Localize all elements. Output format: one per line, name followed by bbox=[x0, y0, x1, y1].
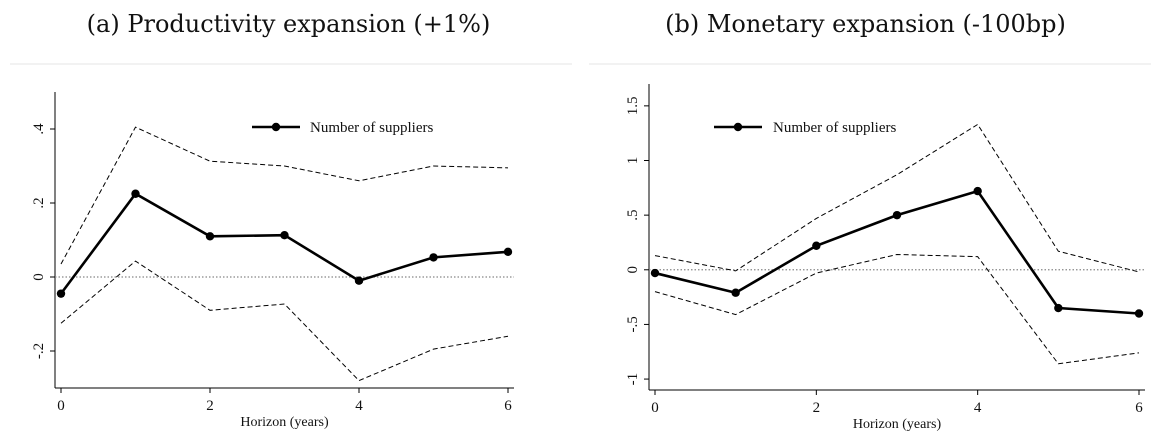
y-tick-label: 0 bbox=[625, 266, 641, 274]
data-point bbox=[1134, 309, 1144, 318]
x-tick-label: 4 bbox=[974, 400, 982, 416]
y-tick-label: -.5 bbox=[625, 316, 641, 332]
data-point bbox=[354, 276, 364, 285]
x-tick-label: 4 bbox=[355, 398, 363, 414]
data-point bbox=[1054, 303, 1063, 313]
x-tick-label: 6 bbox=[504, 398, 512, 414]
y-tick-label: 1 bbox=[625, 157, 641, 165]
x-tick-label: 2 bbox=[813, 400, 821, 416]
confidence-band-line bbox=[654, 123, 1140, 273]
data-point bbox=[56, 289, 66, 298]
x-tick-label: 6 bbox=[1135, 400, 1143, 416]
chart-title: (b) Monetary expansion (-100bp) bbox=[665, 10, 1066, 38]
legend-marker bbox=[271, 122, 281, 132]
confidence-band-line bbox=[60, 126, 509, 265]
data-point bbox=[503, 247, 513, 257]
data-point bbox=[812, 241, 821, 250]
y-tick-label: .2 bbox=[31, 197, 47, 208]
x-tick-label: 0 bbox=[57, 398, 65, 414]
data-point bbox=[280, 230, 289, 240]
x-tick-label: 2 bbox=[206, 398, 214, 414]
y-tick-label: .5 bbox=[625, 210, 641, 221]
y-tick-label: 0 bbox=[31, 273, 47, 281]
x-tick-label: 0 bbox=[651, 400, 659, 416]
x-axis-label: Horizon (years) bbox=[240, 415, 329, 430]
y-tick-label: -.2 bbox=[31, 343, 47, 359]
legend-marker bbox=[733, 122, 743, 132]
y-tick-label: 1.5 bbox=[625, 96, 641, 115]
chart-panel-b: (b) Monetary expansion (-100bp) -1 -.5 0 .5… bbox=[577, 0, 1154, 436]
legend-label: Number of suppliers bbox=[310, 120, 433, 136]
data-point bbox=[650, 268, 660, 278]
chart-title: (a) Productivity expansion (+1%) bbox=[86, 10, 491, 38]
data-point bbox=[892, 210, 902, 220]
y-tick-label: -1 bbox=[625, 373, 641, 386]
data-point bbox=[429, 253, 438, 262]
confidence-band-line bbox=[654, 253, 1140, 365]
data-point bbox=[973, 186, 982, 196]
series-line bbox=[654, 189, 1140, 315]
x-axis-label: Horizon (years) bbox=[853, 417, 942, 432]
data-point bbox=[131, 189, 140, 198]
y-tick-label: .4 bbox=[31, 123, 47, 135]
chart-plot-b: -1 -.5 0 .5 1 1.5 0 2 4 6 Horizon (years) Number of… bbox=[589, 63, 1151, 432]
chart-panel-a: (a) Productivity expansion (+1%) -.2 0 .2.… bbox=[0, 0, 577, 436]
series-line bbox=[59, 192, 509, 295]
chart-plot-a: -.2 0 .2 .4 0 2 4 6 Horizon (years) Number of sup… bbox=[10, 63, 572, 430]
confidence-band-line bbox=[60, 260, 509, 382]
legend-label: Number of suppliers bbox=[773, 120, 896, 136]
data-point bbox=[205, 232, 215, 241]
data-point bbox=[731, 288, 740, 297]
